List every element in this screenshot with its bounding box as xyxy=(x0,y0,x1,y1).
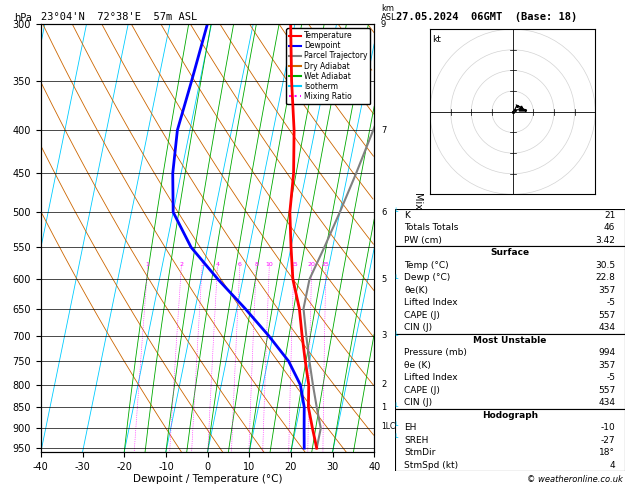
Text: 994: 994 xyxy=(598,348,615,357)
Text: 557: 557 xyxy=(598,311,615,320)
Text: -5: -5 xyxy=(606,373,615,382)
Y-axis label: Mixing Ratio (g/kg): Mixing Ratio (g/kg) xyxy=(413,192,423,284)
Text: └: └ xyxy=(393,209,398,215)
FancyBboxPatch shape xyxy=(395,246,625,334)
Text: -10: -10 xyxy=(601,423,615,432)
Text: CIN (J): CIN (J) xyxy=(404,398,432,407)
Text: CAPE (J): CAPE (J) xyxy=(404,311,440,320)
Text: 10: 10 xyxy=(265,261,273,267)
Text: └: └ xyxy=(393,435,398,441)
Text: 357: 357 xyxy=(598,286,615,295)
Text: 21: 21 xyxy=(604,211,615,220)
Text: PW (cm): PW (cm) xyxy=(404,236,442,245)
Text: └: └ xyxy=(393,404,398,410)
Text: 25: 25 xyxy=(322,261,330,267)
Text: 357: 357 xyxy=(598,361,615,370)
Text: 18°: 18° xyxy=(599,448,615,457)
Text: 1LCL: 1LCL xyxy=(381,422,399,431)
Legend: Temperature, Dewpoint, Parcel Trajectory, Dry Adiabat, Wet Adiabat, Isotherm, Mi: Temperature, Dewpoint, Parcel Trajectory… xyxy=(286,28,370,104)
Text: SREH: SREH xyxy=(404,435,428,445)
FancyBboxPatch shape xyxy=(395,209,625,246)
Text: 15: 15 xyxy=(290,261,298,267)
Text: θe(K): θe(K) xyxy=(404,286,428,295)
Text: 20: 20 xyxy=(308,261,316,267)
Text: 46: 46 xyxy=(604,223,615,232)
Text: 3.42: 3.42 xyxy=(596,236,615,245)
FancyBboxPatch shape xyxy=(395,334,625,409)
Text: 9: 9 xyxy=(381,20,386,29)
Text: 2: 2 xyxy=(381,381,386,389)
Text: Lifted Index: Lifted Index xyxy=(404,373,458,382)
Text: 6: 6 xyxy=(381,208,386,217)
Text: Temp (°C): Temp (°C) xyxy=(404,260,449,270)
Text: θe (K): θe (K) xyxy=(404,361,431,370)
Text: kt: kt xyxy=(432,35,441,44)
Text: 6: 6 xyxy=(238,261,242,267)
Text: StmSpd (kt): StmSpd (kt) xyxy=(404,461,459,469)
FancyBboxPatch shape xyxy=(395,409,625,471)
Text: 4: 4 xyxy=(610,461,615,469)
Text: 30.5: 30.5 xyxy=(595,260,615,270)
Text: hPa: hPa xyxy=(14,14,32,23)
Text: -5: -5 xyxy=(606,298,615,307)
Text: 5: 5 xyxy=(381,275,386,284)
Text: 1: 1 xyxy=(381,403,386,412)
Text: Surface: Surface xyxy=(490,248,530,257)
Text: K: K xyxy=(404,211,410,220)
Text: Pressure (mb): Pressure (mb) xyxy=(404,348,467,357)
Text: 2: 2 xyxy=(179,261,183,267)
Text: -27: -27 xyxy=(601,435,615,445)
X-axis label: Dewpoint / Temperature (°C): Dewpoint / Temperature (°C) xyxy=(133,474,282,485)
Text: 434: 434 xyxy=(598,398,615,407)
Text: Most Unstable: Most Unstable xyxy=(473,336,547,345)
Text: 3: 3 xyxy=(381,331,386,340)
Text: Hodograph: Hodograph xyxy=(482,411,538,420)
Text: 23°04'N  72°38'E  57m ASL: 23°04'N 72°38'E 57m ASL xyxy=(41,12,197,22)
Text: 7: 7 xyxy=(381,125,386,135)
Text: © weatheronline.co.uk: © weatheronline.co.uk xyxy=(527,474,623,484)
Text: └: └ xyxy=(393,333,398,339)
Text: km
ASL: km ASL xyxy=(381,4,396,22)
Text: CAPE (J): CAPE (J) xyxy=(404,386,440,395)
Text: Totals Totals: Totals Totals xyxy=(404,223,459,232)
Text: 27.05.2024  06GMT  (Base: 18): 27.05.2024 06GMT (Base: 18) xyxy=(396,12,577,22)
Text: EH: EH xyxy=(404,423,416,432)
Text: 4: 4 xyxy=(216,261,220,267)
Text: 1: 1 xyxy=(146,261,150,267)
Text: CIN (J): CIN (J) xyxy=(404,323,432,332)
Text: Dewp (°C): Dewp (°C) xyxy=(404,273,450,282)
Text: 3: 3 xyxy=(200,261,204,267)
Text: Lifted Index: Lifted Index xyxy=(404,298,458,307)
Text: 22.8: 22.8 xyxy=(596,273,615,282)
Text: 434: 434 xyxy=(598,323,615,332)
Text: 557: 557 xyxy=(598,386,615,395)
Text: StmDir: StmDir xyxy=(404,448,436,457)
Text: 8: 8 xyxy=(254,261,258,267)
Text: └: └ xyxy=(393,423,398,429)
Text: └: └ xyxy=(393,276,398,282)
